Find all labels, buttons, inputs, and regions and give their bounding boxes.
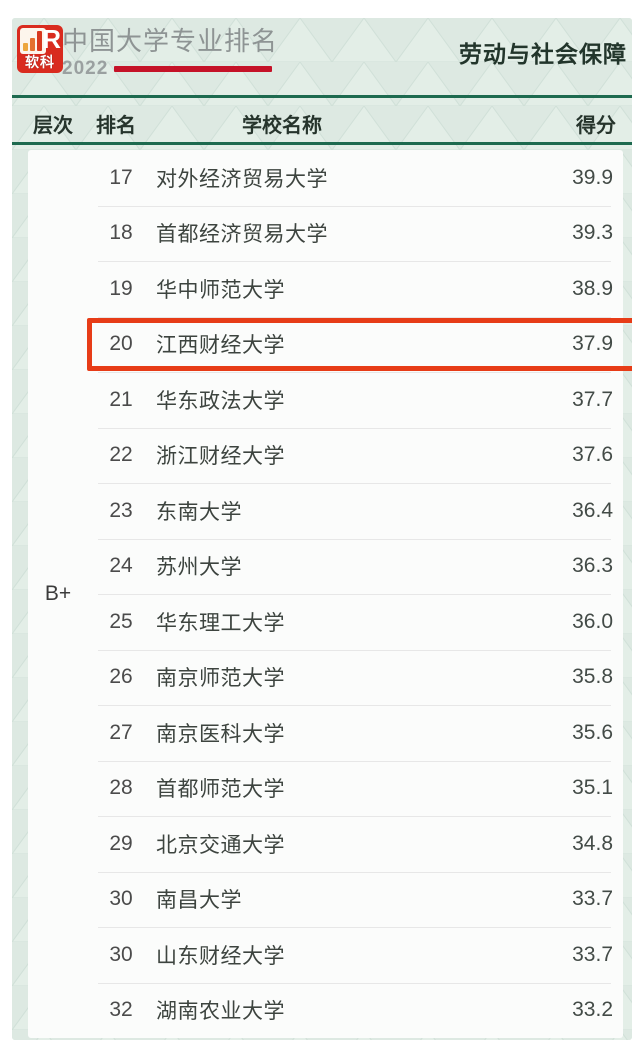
score-cell: 37.9 <box>572 332 613 356</box>
school-name-cell: 华东政法大学 <box>156 389 285 413</box>
column-header-score: 得分 <box>576 115 616 137</box>
bar-chart-icon <box>20 28 46 54</box>
year-label: 2022 <box>62 58 109 79</box>
table-row: 20 江西财经大学 37.9 <box>28 316 632 373</box>
table-row: 17 对外经济贸易大学 39.9 <box>28 150 623 206</box>
ruanke-logo: R 软科 <box>17 25 63 73</box>
rank-cell: 19 <box>109 276 133 300</box>
ranking-title: 中国大学专业排名 <box>62 26 279 56</box>
rank-cell: 25 <box>109 609 133 633</box>
rank-cell: 23 <box>109 498 133 522</box>
table-row: 27 南京医科大学 35.6 <box>28 705 623 761</box>
rank-cell: 22 <box>109 443 133 467</box>
rank-cell: 30 <box>109 887 133 911</box>
table-row: 22 浙江财经大学 37.6 <box>28 427 623 484</box>
tier-label: B+ <box>44 582 72 605</box>
score-cell: 33.7 <box>572 887 613 911</box>
score-cell: 39.9 <box>572 165 613 189</box>
page-background: R 软科 中国大学专业排名 2022 劳动与社会保障 层次 排名 学校名称 得分… <box>12 18 632 1040</box>
table-row: 32 湖南农业大学 33.2 <box>28 982 623 1039</box>
table-row: 24 苏州大学 36.3 <box>28 538 623 595</box>
title-block: 中国大学专业排名 2022 <box>62 26 278 80</box>
school-name-cell: 对外经济贸易大学 <box>156 167 328 191</box>
logo-letter-r: R <box>42 25 61 54</box>
table-row: 21 华东政法大学 37.7 <box>28 372 623 428</box>
logo-brand-text: 软科 <box>25 54 55 70</box>
table-row: 30 山东财经大学 33.7 <box>28 927 623 983</box>
rank-cell: 32 <box>109 998 133 1022</box>
column-header-tier: 层次 <box>33 115 73 137</box>
school-name-cell: 华东理工大学 <box>156 611 285 635</box>
table-row: 25 华东理工大学 36.0 <box>28 594 623 650</box>
school-name-cell: 首都经济贸易大学 <box>156 223 328 247</box>
table-row: 23 东南大学 36.4 <box>28 483 623 539</box>
score-cell: 34.8 <box>572 831 613 855</box>
school-name-cell: 东南大学 <box>156 500 242 524</box>
school-name-cell: 南昌大学 <box>156 889 242 913</box>
table-row: 19 华中师范大学 38.9 <box>28 261 623 317</box>
rank-cell: 28 <box>109 776 133 800</box>
rank-cell: 17 <box>109 165 133 189</box>
score-cell: 38.9 <box>572 276 613 300</box>
column-header-rank: 排名 <box>96 115 136 137</box>
ranking-card: B+ 17 对外经济贸易大学 39.9 18 首都经济贸易大学 39.3 19 … <box>28 150 632 1039</box>
year-row: 2022 <box>62 58 278 80</box>
score-cell: 36.0 <box>572 609 613 633</box>
score-cell: 35.8 <box>572 665 613 689</box>
table-row: 29 北京交通大学 34.8 <box>28 816 623 872</box>
table-body: 17 对外经济贸易大学 39.9 18 首都经济贸易大学 39.3 19 华中师… <box>28 150 632 1039</box>
rank-cell: 29 <box>109 831 133 855</box>
rank-cell: 24 <box>109 554 133 578</box>
school-name-cell: 苏州大学 <box>156 556 242 580</box>
red-underline-bar <box>114 66 273 72</box>
score-cell: 37.7 <box>572 387 613 411</box>
column-header-school: 学校名称 <box>242 115 322 137</box>
rank-cell: 21 <box>109 387 133 411</box>
school-name-cell: 南京师范大学 <box>156 667 285 691</box>
table-row: 28 首都师范大学 35.1 <box>28 760 623 817</box>
school-name-cell: 南京医科大学 <box>156 722 285 746</box>
score-cell: 35.1 <box>572 776 613 800</box>
score-cell: 37.6 <box>572 443 613 467</box>
subject-title: 劳动与社会保障 <box>459 41 627 67</box>
table-row: 30 南昌大学 33.7 <box>28 871 623 928</box>
school-name-cell: 首都师范大学 <box>156 778 285 802</box>
rank-cell: 18 <box>109 221 133 245</box>
score-cell: 39.3 <box>572 221 613 245</box>
rank-cell: 30 <box>109 942 133 966</box>
table-row: 18 首都经济贸易大学 39.3 <box>28 205 623 262</box>
rank-cell: 20 <box>109 332 133 356</box>
score-cell: 33.2 <box>572 998 613 1022</box>
score-cell: 36.3 <box>572 554 613 578</box>
score-cell: 33.7 <box>572 942 613 966</box>
school-name-cell: 华中师范大学 <box>156 278 285 302</box>
table-header: 层次 排名 学校名称 得分 <box>12 95 632 145</box>
school-name-cell: 江西财经大学 <box>156 334 285 358</box>
score-cell: 36.4 <box>572 498 613 522</box>
rank-cell: 26 <box>109 665 133 689</box>
school-name-cell: 浙江财经大学 <box>156 445 285 469</box>
score-cell: 35.6 <box>572 720 613 744</box>
table-row: 26 南京师范大学 35.8 <box>28 649 623 706</box>
rank-cell: 27 <box>109 720 133 744</box>
school-name-cell: 湖南农业大学 <box>156 1000 285 1024</box>
header: R 软科 中国大学专业排名 2022 劳动与社会保障 <box>12 18 632 95</box>
school-name-cell: 山东财经大学 <box>156 944 285 968</box>
school-name-cell: 北京交通大学 <box>156 833 285 857</box>
